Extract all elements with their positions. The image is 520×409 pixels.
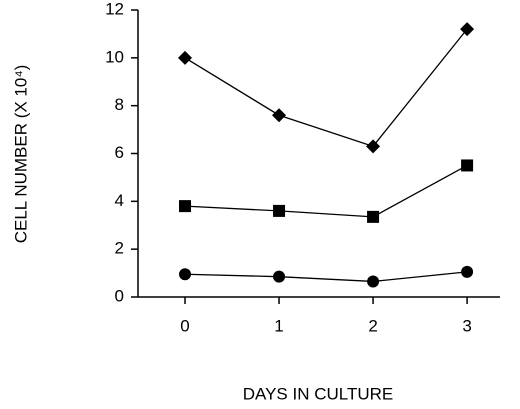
diamond-marker	[366, 139, 381, 154]
series-line	[184, 271, 468, 283]
diamond-marker	[460, 22, 475, 37]
y-tick-label: 10	[105, 47, 124, 66]
circle-marker	[461, 265, 474, 278]
diamond-marker	[178, 50, 193, 65]
y-tick-label: 2	[115, 239, 124, 258]
series-line	[184, 28, 468, 148]
y-axis-title: CELL NUMBER (X 10⁴)	[11, 65, 30, 244]
circle-marker	[179, 268, 192, 281]
y-tick-label: 4	[115, 191, 124, 210]
x-tick-label: 3	[462, 316, 471, 335]
square-marker	[461, 159, 474, 172]
y-tick-label: 12	[105, 0, 124, 18]
circle-marker	[273, 270, 286, 283]
x-tick-label: 1	[274, 316, 283, 335]
x-axis-title: DAYS IN CULTURE	[243, 384, 394, 403]
square-marker	[179, 200, 192, 213]
diamond-marker	[272, 108, 287, 123]
y-tick-label: 6	[115, 143, 124, 162]
series-line	[184, 164, 468, 218]
x-tick-label: 0	[180, 316, 189, 335]
y-tick-label: 8	[115, 95, 124, 114]
square-marker	[273, 204, 286, 217]
square-marker	[367, 210, 380, 223]
y-tick-label: 0	[115, 286, 124, 305]
circle-marker	[367, 275, 380, 288]
x-tick-label: 2	[368, 316, 377, 335]
